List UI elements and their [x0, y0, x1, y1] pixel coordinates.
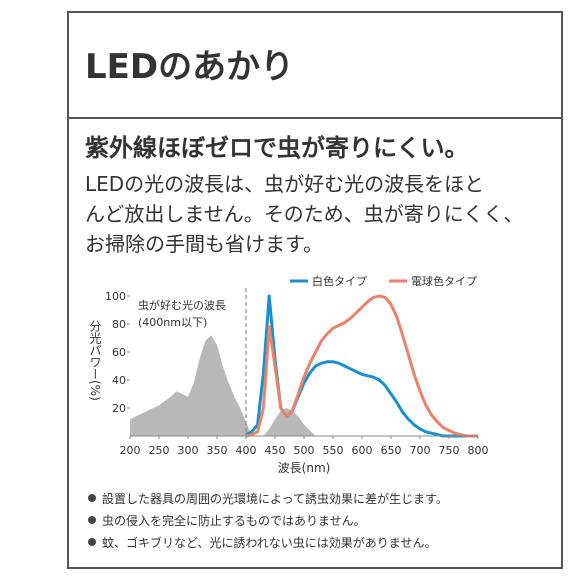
title: LEDのあかり: [85, 47, 294, 87]
x-tick-label: 800: [468, 444, 489, 457]
y-tick-label: 20: [112, 402, 126, 415]
x-tick-label: 700: [410, 444, 431, 457]
frame: [67, 11, 563, 569]
bullet: [88, 516, 96, 524]
x-tick-label: 200: [120, 444, 141, 457]
note: 設置した器具の周囲の光環境によって誘虫効果に差が生じます。: [102, 491, 448, 506]
x-tick-label: 400: [236, 444, 257, 457]
y-axis-label: 分光パワー(%): [88, 320, 102, 401]
legend-label: 白色タイプ: [312, 274, 367, 288]
x-tick-label: 300: [178, 444, 199, 457]
y-tick-label: 80: [112, 318, 126, 331]
body-line: LEDの光の波長は、虫が好む光の波長をほと: [85, 172, 484, 196]
legend-label: 電球色タイプ: [411, 274, 477, 288]
x-tick-label: 350: [207, 444, 228, 457]
x-tick-label: 500: [294, 444, 315, 457]
x-tick-label: 250: [149, 444, 170, 457]
x-tick-label: 750: [439, 444, 460, 457]
x-tick-label: 600: [352, 444, 373, 457]
annotation: 虫が好む光の波長: [138, 298, 226, 312]
x-tick-label: 550: [323, 444, 344, 457]
annotation: (400nm以下): [138, 316, 207, 329]
y-tick-label: 40: [112, 374, 126, 387]
bullet: [88, 494, 96, 502]
insect-area: [130, 335, 316, 436]
series-line: [245, 294, 478, 438]
note: 蚊、ゴキブリなど、光に誘われない虫には効果がありません。: [102, 535, 436, 550]
x-tick-label: 650: [381, 444, 402, 457]
body-line: んど放出しません。そのため、虫が寄りにくく、: [85, 202, 523, 226]
y-tick-label: 100: [105, 290, 126, 303]
annotation-box: [134, 298, 242, 332]
body-line: お掃除の手間も省けます。: [85, 232, 323, 256]
chart: 虫が好む光の波長 (400nm以下) 200 250 300 350 400 450 500 55…: [88, 274, 489, 475]
y-tick-label: 60: [112, 346, 126, 359]
bullet: [88, 538, 96, 546]
headline: 紫外線ほぼゼロで虫が寄りにくい。: [85, 134, 469, 162]
note: 虫の侵入を完全に防止するものではありません。: [102, 513, 366, 528]
x-tick-label: 450: [265, 444, 286, 457]
x-axis-label: 波長(nm): [278, 461, 331, 475]
